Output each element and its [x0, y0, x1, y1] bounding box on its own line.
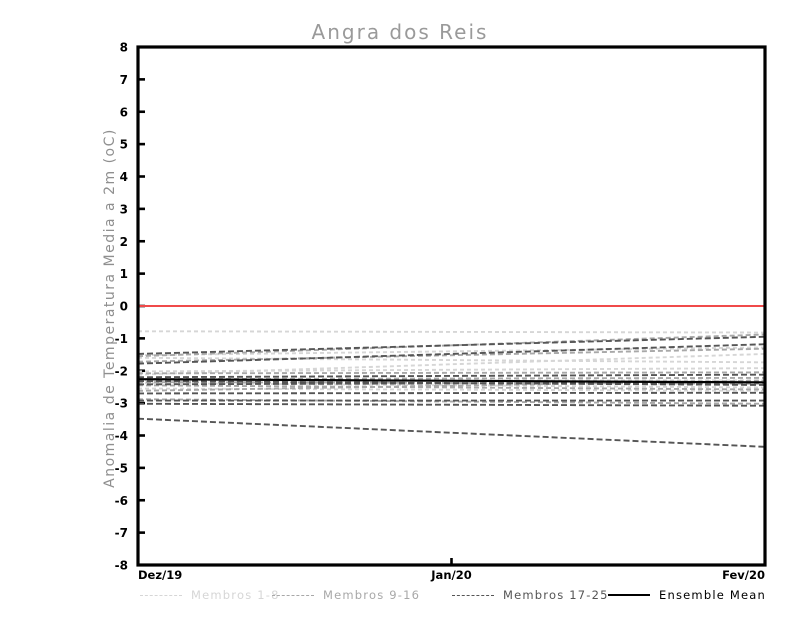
chart-legend: Membros 1-8 Membros 9-16 Membros 17-25 Ense…: [0, 585, 800, 607]
svg-text:6: 6: [120, 105, 128, 119]
svg-text:2: 2: [120, 235, 128, 249]
legend-item: Membros 1-8: [140, 585, 280, 605]
series-line: [137, 384, 766, 391]
x-axis-tick-labels: Dez/19 Jan/20 Fev/20: [136, 558, 767, 582]
y-axis-tick-labels: 8 7 6 5 4 3 2 1 0 -1 -2 -3 -4 -5 -6 -7 -8: [115, 41, 128, 573]
svg-text:-1: -1: [115, 332, 128, 346]
svg-text:-2: -2: [115, 364, 128, 378]
legend-item: Membros 17-25: [452, 585, 609, 605]
svg-text:-4: -4: [115, 429, 128, 443]
svg-text:Dez/19: Dez/19: [138, 568, 182, 582]
legend-item: Membros 9-16: [272, 585, 420, 605]
legend-item: Ensemble Mean: [608, 585, 766, 605]
svg-text:-7: -7: [115, 526, 128, 540]
chart-title: Angra dos Reis: [311, 20, 489, 44]
svg-text:-3: -3: [115, 397, 128, 411]
legend-swatch: [140, 594, 182, 596]
svg-text:3: 3: [120, 202, 128, 216]
legend-label: Membros 9-16: [323, 588, 421, 602]
svg-text:-8: -8: [115, 559, 128, 573]
series-line: [137, 333, 766, 358]
svg-text:4: 4: [120, 170, 128, 184]
svg-text:Jan/20: Jan/20: [430, 568, 471, 582]
series-line: [137, 335, 766, 355]
svg-text:-6: -6: [115, 494, 128, 508]
svg-text:5: 5: [120, 138, 128, 152]
svg-text:0: 0: [120, 300, 128, 314]
svg-text:1: 1: [120, 267, 128, 281]
legend-swatch: [272, 594, 314, 596]
series-line: [137, 371, 766, 375]
series-line: [137, 343, 766, 365]
legend-label: Membros 17-25: [503, 588, 609, 602]
series-line: [137, 352, 766, 376]
svg-text:8: 8: [120, 41, 128, 55]
svg-text:7: 7: [120, 73, 128, 87]
ensemble-mean-line: [137, 378, 766, 384]
series-line: [137, 380, 766, 386]
legend-swatch: [452, 594, 494, 596]
series-line: [137, 391, 766, 395]
legend-label: Ensemble Mean: [659, 588, 766, 602]
svg-text:Fev/20: Fev/20: [722, 568, 765, 582]
series-line: [137, 330, 766, 334]
series-line: [137, 417, 766, 448]
legend-swatch: [608, 594, 650, 596]
legend-label: Membros 1-8: [191, 588, 280, 602]
svg-text:-5: -5: [115, 461, 128, 475]
series-line: [137, 402, 766, 407]
series-line: [137, 373, 766, 379]
data-series-layer: [137, 330, 766, 448]
